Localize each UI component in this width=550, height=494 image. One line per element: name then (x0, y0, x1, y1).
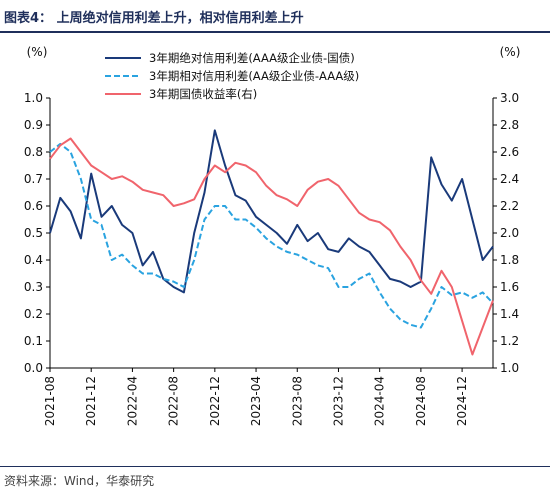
x-tick-label: 2022-12 (208, 376, 222, 426)
left-tick-label: 0.0 (24, 361, 43, 375)
x-tick-label: 2024-04 (373, 376, 387, 426)
legend-label-2: 3年期相对信用利差(AA级企业债-AAA级) (149, 69, 359, 83)
left-tick-label: 0.2 (24, 307, 43, 321)
x-tick-label: 2021-08 (43, 376, 57, 426)
right-tick-label: 1.0 (500, 361, 519, 375)
left-tick-label: 0.6 (24, 199, 43, 213)
series-line-3 (49, 137, 494, 356)
right-tick-label: 1.6 (500, 280, 519, 294)
figure-title-bar: 图表4： 上周绝对信用利差上升，相对信用利差上升 (0, 0, 550, 34)
x-tick-label: 2023-04 (249, 376, 263, 426)
left-tick-label: 0.5 (24, 226, 43, 240)
right-tick-label: 1.4 (500, 307, 519, 321)
right-tick-label: 2.2 (500, 199, 519, 213)
left-tick-label: 0.3 (24, 280, 43, 294)
x-tick-label: 2024-08 (414, 376, 428, 426)
left-tick-label: 0.9 (24, 118, 43, 132)
series-line-2 (49, 142, 494, 329)
right-tick-label: 2.0 (500, 226, 519, 240)
left-tick-label: 1.0 (24, 91, 43, 105)
source-note: 资料来源：Wind，华泰研究 (4, 474, 155, 488)
x-tick-label: 2023-12 (331, 376, 345, 426)
right-tick-label: 2.4 (500, 172, 519, 186)
left-tick-label: 0.4 (24, 253, 43, 267)
x-tick-label: 2022-04 (125, 376, 139, 426)
left-tick-label: 0.8 (24, 145, 43, 159)
x-tick-label: 2023-08 (290, 376, 304, 426)
x-tick-label: 2024-12 (455, 376, 469, 426)
legend-label-3: 3年期国债收益率(右) (149, 87, 257, 101)
right-tick-label: 1.2 (500, 334, 519, 348)
right-unit-label: (%) (500, 45, 521, 59)
right-tick-label: 3.0 (500, 91, 519, 105)
right-tick-label: 2.8 (500, 118, 519, 132)
left-unit-label: (%) (27, 45, 48, 59)
title-divider (0, 31, 550, 33)
right-tick-label: 2.6 (500, 145, 519, 159)
x-tick-label: 2021-12 (84, 376, 98, 426)
x-tick-label: 2022-08 (167, 376, 181, 426)
figure-title: 图表4： 上周绝对信用利差上升，相对信用利差上升 (4, 11, 304, 26)
right-tick-label: 1.8 (500, 253, 519, 267)
series-line-1 (49, 129, 494, 294)
left-tick-label: 0.7 (24, 172, 43, 186)
source-divider (0, 466, 550, 467)
left-tick-label: 0.1 (24, 334, 43, 348)
legend-label-1: 3年期绝对信用利差(AAA级企业债-国债) (149, 51, 355, 65)
